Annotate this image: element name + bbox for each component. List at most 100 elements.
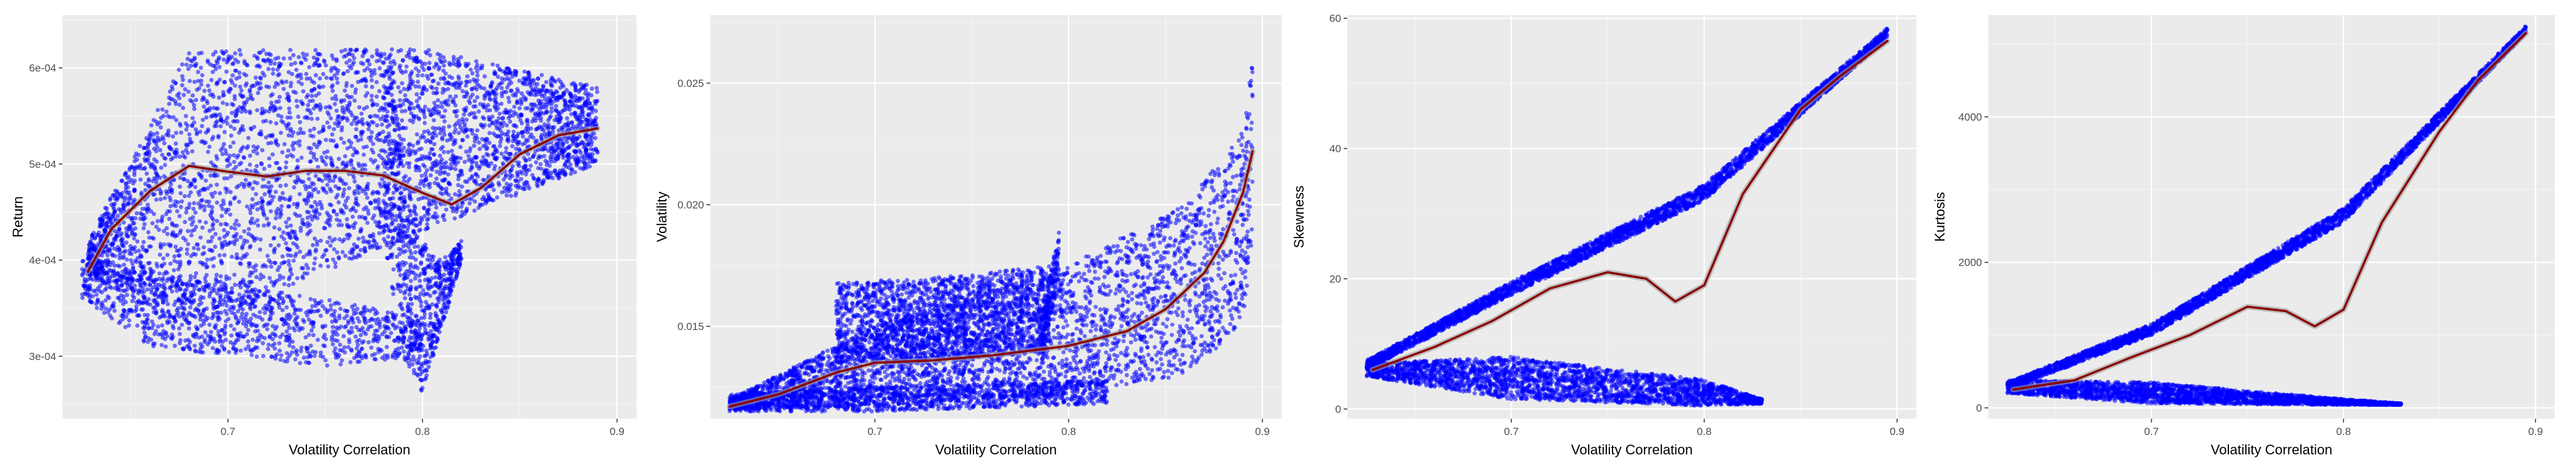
scatter-point <box>429 147 434 152</box>
scatter-point <box>498 144 503 149</box>
scatter-point <box>370 130 374 135</box>
scatter-point <box>327 235 332 240</box>
scatter-point <box>87 246 91 251</box>
scatter-point <box>453 123 457 128</box>
scatter-point <box>511 129 516 134</box>
scatter-point <box>282 142 287 147</box>
scatter-point <box>347 64 352 69</box>
scatter-point <box>505 193 509 198</box>
scatter-point <box>420 133 425 138</box>
scatter-point <box>555 157 560 162</box>
scatter-point <box>341 115 346 120</box>
scatter-point <box>341 160 346 165</box>
scatter-point <box>206 83 211 88</box>
scatter-point <box>215 61 220 66</box>
scatter-point <box>508 151 513 156</box>
scatter-point <box>293 90 298 95</box>
scatter-point <box>405 149 409 154</box>
scatter-point <box>431 118 436 122</box>
scatter-point <box>216 135 221 140</box>
scatter-point <box>228 200 233 205</box>
scatter-point <box>193 64 198 68</box>
scatter-point <box>244 332 249 337</box>
scatter-point <box>179 130 184 135</box>
scatter-point <box>193 308 198 312</box>
scatter-point <box>336 156 341 161</box>
scatter-point <box>323 332 327 338</box>
scatter-point <box>108 247 113 252</box>
scatter-point <box>191 246 196 251</box>
scatter-point <box>355 116 360 120</box>
scatter-point <box>209 114 214 119</box>
scatter-point <box>550 146 555 151</box>
scatter-point <box>494 92 499 97</box>
scatter-point <box>241 155 246 160</box>
scatter-point <box>506 66 511 71</box>
scatter-point <box>211 227 216 231</box>
scatter-point <box>108 196 113 201</box>
scatter-point <box>324 155 329 160</box>
scatter-point <box>310 204 314 209</box>
scatter-point <box>328 223 332 228</box>
scatter-point <box>390 322 395 327</box>
scatter-point <box>169 221 174 226</box>
scatter-point <box>353 334 358 339</box>
scatter-point <box>226 242 231 247</box>
scatter-point <box>453 62 458 68</box>
scatter-point <box>166 302 170 306</box>
scatter-point <box>467 201 472 206</box>
scatter-point <box>365 91 370 96</box>
scatter-point <box>248 92 253 98</box>
scatter-point <box>422 164 427 169</box>
scatter-point <box>313 213 318 218</box>
scatter-point <box>299 82 304 86</box>
scatter-point <box>251 265 256 269</box>
scatter-point <box>428 112 433 118</box>
scatter-point <box>319 206 325 211</box>
scatter-point <box>419 179 423 183</box>
scatter-point <box>219 214 224 218</box>
scatter-point <box>314 158 319 162</box>
scatter-point <box>435 90 440 95</box>
scatter-point <box>328 186 333 191</box>
scatter-point <box>446 150 451 154</box>
scatter-point <box>347 51 352 56</box>
scatter-point <box>278 273 283 278</box>
scatter-point <box>112 308 117 313</box>
scatter-point <box>535 182 540 187</box>
scatter-point <box>420 91 424 96</box>
scatter-point <box>453 167 458 171</box>
scatter-point <box>263 109 268 114</box>
scatter-point <box>277 227 282 231</box>
scatter-point <box>298 226 303 230</box>
scatter-point <box>224 303 229 308</box>
scatter-point <box>398 89 403 94</box>
scatter-point <box>371 189 376 194</box>
scatter-point <box>381 60 386 65</box>
scatter-point <box>441 68 446 73</box>
scatter-point <box>503 189 508 194</box>
scatter-point <box>476 140 481 145</box>
scatter-point <box>162 242 166 247</box>
scatter-point <box>295 175 300 179</box>
scatter-point <box>514 70 518 75</box>
scatter-point <box>356 161 361 166</box>
scatter-point <box>228 189 233 194</box>
scatter-point <box>210 235 214 240</box>
scatter-point <box>321 187 326 191</box>
scatter-point <box>473 66 478 70</box>
scatter-point <box>549 159 554 164</box>
scatter-point <box>171 134 176 139</box>
scatter-point <box>129 272 134 277</box>
scatter-point <box>266 180 271 185</box>
scatter-point <box>527 168 531 172</box>
scatter-point <box>135 323 140 328</box>
scatter-point <box>155 122 160 127</box>
scatter-point <box>431 126 435 131</box>
scatter-point <box>112 263 117 268</box>
scatter-point <box>222 79 227 84</box>
scatter-point <box>513 193 518 198</box>
scatter-point <box>492 156 497 161</box>
scatter-point <box>411 106 416 111</box>
scatter-point <box>404 64 409 69</box>
